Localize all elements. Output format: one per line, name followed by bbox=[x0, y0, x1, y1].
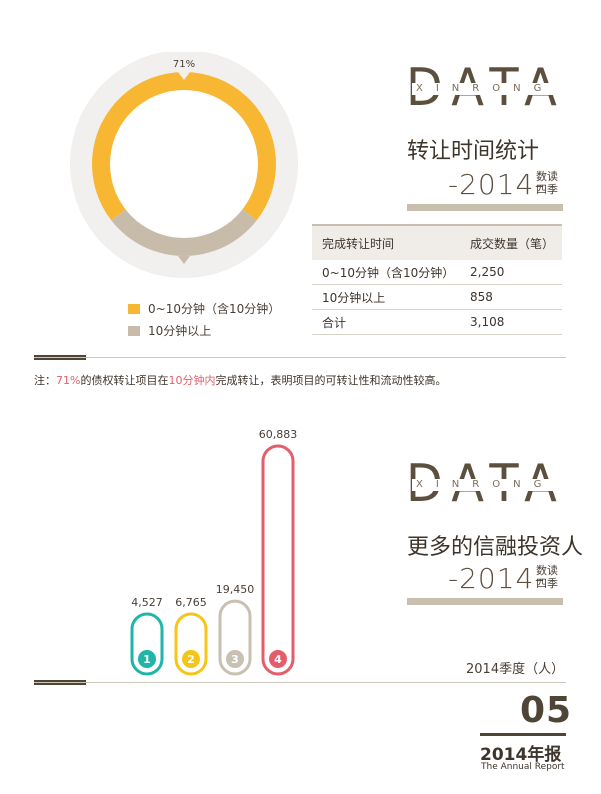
year-side-line-1: 数读 bbox=[536, 564, 558, 577]
donut-inner-hole bbox=[110, 90, 258, 238]
donut-pointer-bottom bbox=[178, 256, 190, 264]
legend-label: 10分钟以上 bbox=[148, 324, 212, 338]
bar-index-label: 2 bbox=[187, 653, 195, 666]
page-number: 05 bbox=[520, 690, 573, 731]
note-text: 完成转让，表明项目的可转让性和流动性较高。 bbox=[215, 374, 447, 387]
table-cell: 合计 bbox=[312, 309, 461, 335]
table-cell: 2,250 bbox=[460, 260, 562, 285]
section-title: 转让时间统计 bbox=[407, 139, 540, 164]
bar-index-label: 4 bbox=[274, 653, 282, 666]
donut-percent-label: 71% bbox=[173, 59, 195, 70]
note-text: 的债权转让项目在 bbox=[80, 374, 169, 387]
title-underline bbox=[407, 598, 563, 605]
year-side-text: 数读 四季 bbox=[536, 564, 558, 590]
bar-value-label: 60,883 bbox=[259, 428, 298, 441]
bar-index-badge bbox=[182, 650, 200, 668]
bar-value-label: 19,450 bbox=[216, 583, 255, 596]
footer-divider bbox=[34, 682, 566, 683]
legend-item-over-10min: 10分钟以上 bbox=[128, 322, 211, 339]
year-side-text: 数读 四季 bbox=[536, 170, 558, 196]
x-axis-label: 2014季度（人） bbox=[466, 662, 565, 677]
table-cell: 10分钟以上 bbox=[312, 284, 461, 310]
annual-report-subtitle: The Annual Report bbox=[481, 762, 565, 772]
section-divider bbox=[34, 357, 566, 358]
bar-value-label: 6,765 bbox=[175, 596, 207, 609]
year-side-line-2: 四季 bbox=[536, 183, 558, 196]
legend-item-0-10min: 0~10分钟（含10分钟） bbox=[128, 300, 280, 317]
year-label: -2014- bbox=[448, 168, 546, 201]
legend-label: 0~10分钟（含10分钟） bbox=[148, 302, 281, 316]
donut-chart: 71% bbox=[70, 52, 298, 278]
year-side-line-2: 四季 bbox=[536, 577, 558, 590]
annual-report-title: 2014年报 bbox=[480, 745, 562, 765]
xinrong-subheading: XINRONG bbox=[412, 479, 559, 491]
stats-table: 完成转让时间 成交数量（笔） 0~10分钟（含10分钟） 2,250 10分钟以… bbox=[312, 224, 562, 335]
note-prefix: 注： bbox=[34, 374, 56, 387]
bar-index-label: 3 bbox=[231, 653, 239, 666]
title-underline bbox=[407, 204, 563, 211]
table-cell: 858 bbox=[460, 284, 562, 310]
table-row: 合计 3,108 bbox=[312, 309, 562, 335]
donut-pointer-top bbox=[178, 72, 190, 80]
year-label: -2014- bbox=[448, 562, 546, 595]
bar-chart: 1 4,527 2 6,765 3 19,450 4 60,883 bbox=[130, 428, 298, 676]
note-percent: 71% bbox=[56, 374, 81, 387]
note-time: 10分钟内 bbox=[168, 374, 216, 387]
legend-swatch-yellow bbox=[128, 303, 140, 314]
bar-index-badge bbox=[226, 650, 244, 668]
table-header-cell: 完成转让时间 bbox=[312, 224, 461, 260]
table-cell: 0~10分钟（含10分钟） bbox=[312, 260, 461, 285]
bar-4 bbox=[261, 444, 295, 676]
table-row: 10分钟以上 858 bbox=[312, 284, 562, 310]
legend-swatch-tan bbox=[128, 325, 140, 336]
table-row: 0~10分钟（含10分钟） 2,250 bbox=[312, 260, 562, 285]
page-number-rule bbox=[480, 733, 566, 736]
section-title: 更多的信融投资人 bbox=[407, 535, 584, 560]
bar-index-label: 1 bbox=[143, 653, 151, 666]
bar-index-badge bbox=[138, 650, 156, 668]
bar-value-label: 4,527 bbox=[131, 596, 163, 609]
xinrong-subheading: XINRONG bbox=[412, 83, 559, 95]
year-side-line-1: 数读 bbox=[536, 170, 558, 183]
table-header-cell: 成交数量（笔） bbox=[460, 224, 562, 260]
table-cell: 3,108 bbox=[460, 309, 562, 335]
footnote: 注：71%的债权转让项目在10分钟内完成转让，表明项目的可转让性和流动性较高。 bbox=[34, 372, 446, 388]
table-header-row: 完成转让时间 成交数量（笔） bbox=[312, 224, 562, 260]
bar-index-badge bbox=[269, 650, 287, 668]
